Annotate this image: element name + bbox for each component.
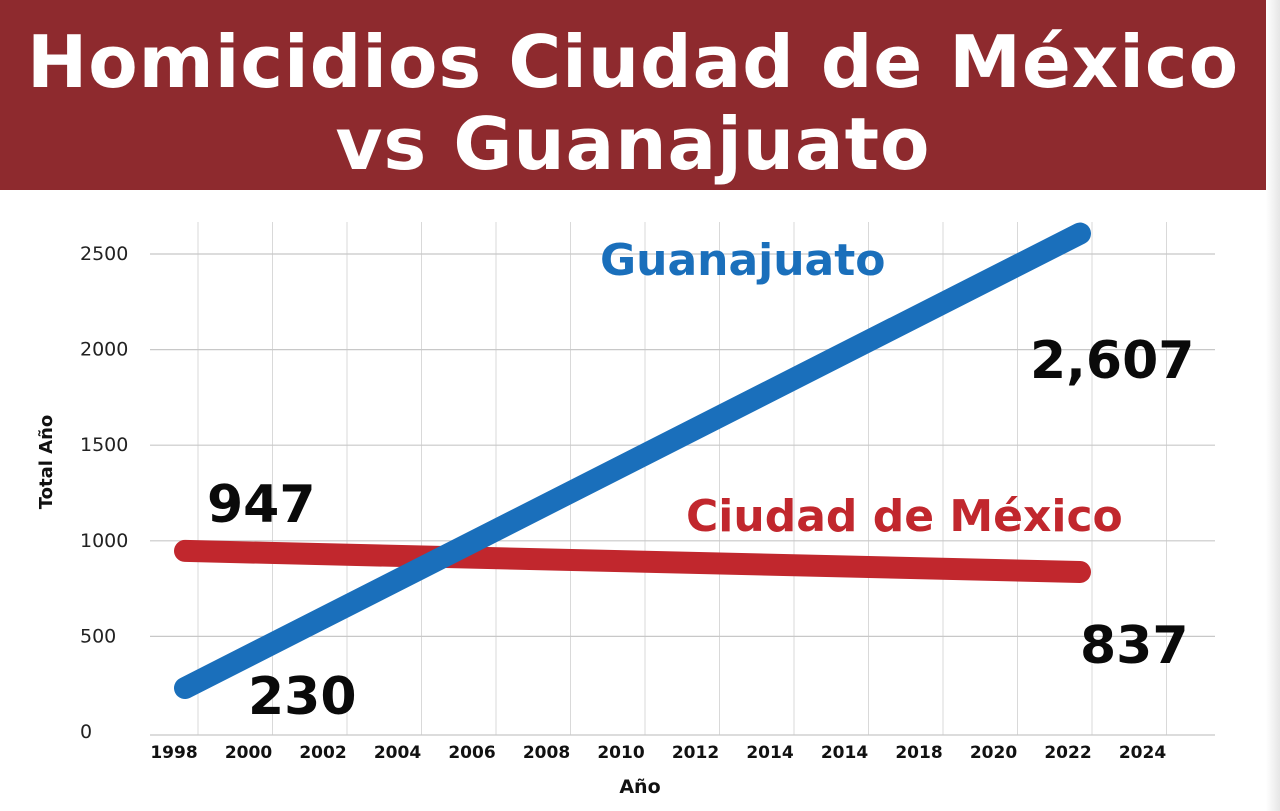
data-label-cdmx-end: 837 xyxy=(1080,616,1189,676)
x-tick-label: 2008 xyxy=(523,743,570,763)
x-tick-label: 2000 xyxy=(225,743,272,763)
x-tick-label: 2010 xyxy=(597,743,644,763)
data-label-cdmx-start: 947 xyxy=(207,475,316,535)
x-tick-label: 2004 xyxy=(374,743,421,763)
y-tick-label: 2000 xyxy=(80,339,128,361)
y-tick-labels: 0 500 1000 1500 2000 2500 xyxy=(80,243,128,743)
x-tick-label: 2020 xyxy=(970,743,1017,763)
x-axis-label: Año xyxy=(619,776,660,798)
data-labels: Guanajuato Ciudad de México 230 2,607 947 837 xyxy=(207,235,1194,727)
x-tick-label: 2012 xyxy=(672,743,719,763)
x-tick-label: 2022 xyxy=(1044,743,1091,763)
data-label-guanajuato-end: 2,607 xyxy=(1030,331,1194,391)
y-tick-label: 0 xyxy=(80,721,92,743)
x-tick-label: 2018 xyxy=(895,743,942,763)
x-tick-label: 2014 xyxy=(821,743,868,763)
vertical-gridlines xyxy=(197,222,1167,735)
x-tick-label: 2024 xyxy=(1119,743,1166,763)
chart-title-line-2: vs Guanajuato xyxy=(335,102,931,186)
chart-title-line-1: Homicidios Ciudad de México xyxy=(26,20,1240,104)
series-line-guanajuato xyxy=(174,222,1091,700)
series-name-guanajuato: Guanajuato xyxy=(600,235,886,286)
data-label-guanajuato-start: 230 xyxy=(248,667,357,727)
series-line-cdmx xyxy=(174,539,1091,583)
series-lines xyxy=(174,222,1091,700)
y-tick-label: 500 xyxy=(80,625,116,647)
x-tick-label: 2014 xyxy=(746,743,793,763)
x-tick-labels: 1998 2000 2002 2004 2006 2008 2010 2012 2014 2014… xyxy=(150,743,1166,763)
line-chart: 0 500 1000 1500 2000 2500 1998 2000 2002 2004 200… xyxy=(36,222,1215,798)
y-tick-label: 2500 xyxy=(80,243,128,265)
title-banner: Homicidios Ciudad de México vs Guanajuat… xyxy=(0,0,1266,190)
y-tick-label: 1500 xyxy=(80,434,128,456)
y-axis-label: Total Año xyxy=(36,415,57,510)
y-tick-label: 1000 xyxy=(80,530,128,552)
series-name-cdmx: Ciudad de México xyxy=(686,491,1123,542)
photo-edge xyxy=(1266,0,1280,811)
x-tick-label: 1998 xyxy=(150,743,197,763)
x-tick-label: 2006 xyxy=(448,743,495,763)
x-tick-label: 2002 xyxy=(299,743,346,763)
